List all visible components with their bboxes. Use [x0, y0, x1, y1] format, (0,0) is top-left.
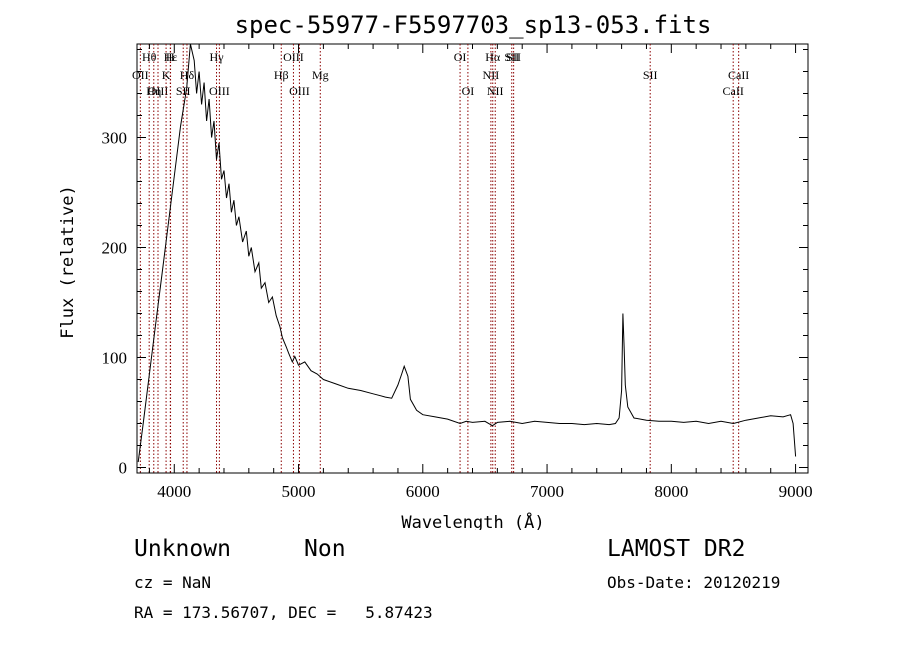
x-tick-label: 5000 — [282, 482, 316, 501]
line-marker-label: OII — [132, 68, 149, 82]
line-marker-label: Hε — [164, 50, 178, 64]
ra-dec-coordinates: RA = 173.56707, DEC = 5.87423 — [134, 603, 433, 622]
redshift-cz: cz = NaN — [134, 573, 212, 592]
spectrum-plot: HθOIIOIIIHηHKHεHδSIIHγOIIIOIIIHβOIIIMgOI… — [58, 11, 813, 530]
x-axis-label: Wavelength (Å) — [401, 511, 544, 530]
line-marker-label: K — [162, 68, 171, 82]
x-tick-label: 7000 — [530, 482, 564, 501]
x-tick-label: 9000 — [779, 482, 813, 501]
line-marker-label: OIII — [289, 84, 310, 98]
line-marker-label: NII — [487, 84, 504, 98]
survey-name: LAMOST DR2 — [607, 536, 746, 562]
line-marker-label: OIII — [209, 84, 230, 98]
line-marker-label: Hα — [485, 50, 501, 64]
line-marker-label: Hγ — [210, 50, 225, 64]
line-marker-label: Hβ — [274, 68, 289, 82]
line-marker-label: CaII — [728, 68, 749, 82]
line-marker-label: H — [166, 50, 175, 64]
line-marker-label: SII — [504, 50, 519, 64]
plot-frame — [136, 43, 809, 474]
line-marker-label: NII — [483, 68, 500, 82]
line-marker-label: Hδ — [180, 68, 195, 82]
x-tick-label: 6000 — [406, 482, 440, 501]
line-markers: HθOIIOIIIHηHKHεHδSIIHγOIIIOIIIHβOIIIMgOI… — [132, 44, 749, 473]
spectrum-line — [137, 43, 797, 463]
line-marker-label: OIII — [148, 84, 169, 98]
object-subclass: Non — [304, 536, 346, 562]
object-class: Unknown — [134, 536, 231, 562]
line-marker-label: Mg — [312, 68, 329, 82]
observation-date: Obs-Date: 20120219 — [607, 573, 781, 592]
line-marker-label: CaII — [723, 84, 744, 98]
y-tick-label: 300 — [102, 129, 128, 148]
y-tick-label: 200 — [102, 239, 128, 258]
axis-ticks: 4000 5000 6000 7000 8000 9000 0 100 200 300 — [102, 44, 813, 501]
y-axis-label: Flux (relative) — [58, 185, 78, 339]
line-marker-label: Hθ — [142, 50, 157, 64]
x-tick-label: 8000 — [654, 482, 688, 501]
line-marker-label: OI — [454, 50, 467, 64]
line-marker-label: SII — [176, 84, 191, 98]
line-marker-label: OIII — [283, 50, 304, 64]
line-marker-label: SII — [506, 50, 521, 64]
y-tick-label: 0 — [119, 459, 128, 478]
x-tick-label: 4000 — [157, 482, 191, 501]
y-tick-label: 100 — [102, 349, 128, 368]
line-marker-label: SII — [643, 68, 658, 82]
line-marker-label: OI — [462, 84, 475, 98]
line-marker-label: Hη — [146, 84, 161, 98]
chart-title: spec-55977-F5597703_sp13-053.fits — [235, 11, 712, 39]
